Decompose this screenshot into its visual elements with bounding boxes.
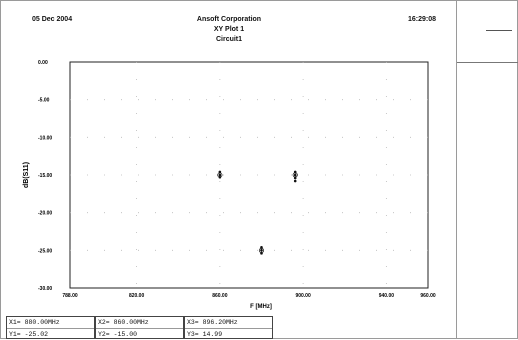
- legend-panel-rule: [457, 62, 518, 63]
- marker-y2-value: Y2= -15.00: [98, 331, 138, 338]
- marker-y3-value: Y3= 14.99: [187, 331, 223, 338]
- legend-panel-divider: [456, 0, 457, 339]
- legend-trace-swatch: [486, 30, 512, 31]
- y-tick-label: 0.00: [38, 60, 48, 66]
- x-tick-label: 900.00: [295, 293, 311, 299]
- marker-y1-value: Y1= -25.02: [9, 331, 49, 338]
- marker-readout-x3[interactable]: X3= 896.20MHz Y3= 14.99: [184, 316, 273, 339]
- y-tick-label: -10.00: [38, 135, 52, 141]
- data-point: [293, 179, 297, 183]
- marker-x3-value: X3= 896.20MHz: [185, 317, 272, 329]
- grid-lines: [70, 62, 428, 288]
- x-axis-label: F [MHz]: [250, 304, 272, 310]
- y-axis-label: dB(S11): [23, 162, 30, 188]
- x-tick-label: 860.00: [212, 293, 228, 299]
- x-axis-ticks: 788.00 820.00 860.00 900.00 940.00 960.00: [62, 293, 436, 299]
- plot-time: 16:29:08: [408, 16, 437, 23]
- y-tick-label: -20.00: [38, 211, 52, 217]
- plot-title: XY Plot 1: [213, 26, 245, 33]
- plot-area[interactable]: [69, 61, 429, 289]
- marker-readout-x2[interactable]: X2= 860.00MHz Y2= -15.00: [95, 316, 184, 339]
- y-tick-label: -30.00: [38, 286, 52, 292]
- marker-x1-value: X1= 880.00MHz: [7, 317, 94, 329]
- y-tick-label: -25.00: [38, 248, 52, 254]
- circuit-name: Circuit1: [215, 36, 243, 43]
- company-name: Ansoft Corporation: [196, 16, 262, 23]
- x-tick-label: 788.00: [62, 293, 78, 299]
- y-axis-ticks: 0.00 -5.00 -10.00 -15.00 -20.00 -25.00 -30.00: [38, 60, 52, 292]
- y-tick-label: -5.00: [38, 98, 50, 104]
- y-tick-label: -15.00: [38, 173, 52, 179]
- x-tick-label: 940.00: [379, 293, 395, 299]
- data-markers[interactable]: [217, 171, 298, 254]
- marker-readout-x1[interactable]: X1= 880.00MHz Y1= -25.02: [6, 316, 95, 339]
- x-tick-label: 960.00: [420, 293, 436, 299]
- marker-x2-value: X2= 860.00MHz: [96, 317, 183, 329]
- plot-date: 05 Dec 2004: [32, 16, 73, 23]
- x-tick-label: 820.00: [129, 293, 145, 299]
